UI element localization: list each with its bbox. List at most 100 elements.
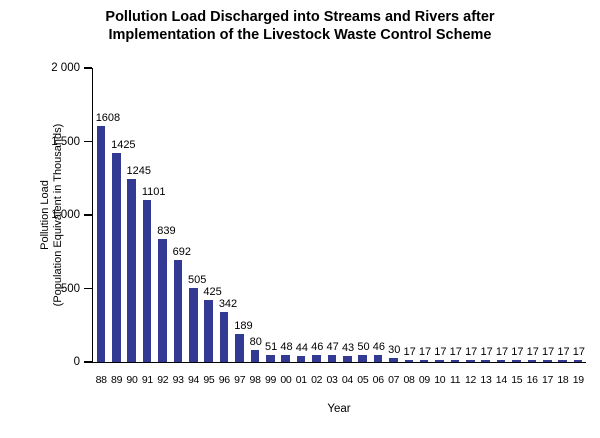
x-tick-label: 90 — [126, 374, 138, 386]
bar-value-label: 1245 — [126, 164, 151, 177]
bar-value-label: 50 — [357, 340, 370, 353]
y-tick-label: 500 — [60, 282, 80, 295]
x-tick-label: 11 — [450, 374, 461, 386]
bar — [435, 359, 444, 362]
x-tick-label: 03 — [326, 374, 338, 386]
x-tick-label: 07 — [388, 374, 400, 386]
bar-value-label: 17 — [480, 345, 493, 358]
x-tick-label: 98 — [249, 374, 261, 386]
x-tick-label: 88 — [95, 374, 107, 386]
bar-value-label: 30 — [388, 343, 401, 356]
x-tick-label: 91 — [141, 374, 153, 386]
y-tick-mark — [84, 361, 92, 363]
bar — [558, 359, 567, 362]
y-tick-label: 1 500 — [51, 135, 80, 148]
bar — [250, 350, 260, 362]
y-tick-mark — [84, 287, 92, 290]
x-tick-label: 14 — [495, 374, 507, 386]
bar — [327, 355, 337, 362]
x-tick-label: 94 — [187, 374, 200, 386]
x-tick-label: 89 — [111, 374, 123, 386]
x-tick-label: 01 — [295, 374, 307, 386]
bar — [112, 152, 121, 362]
y-tick-mark — [84, 67, 92, 69]
bar-value-label: 44 — [295, 341, 309, 354]
bar-value-label: 1101 — [141, 186, 166, 199]
x-tick-label: 10 — [434, 374, 446, 386]
x-axis-title: Year — [327, 403, 351, 415]
bar-value-label: 51 — [264, 340, 278, 353]
bar-value-label: 17 — [511, 345, 524, 358]
x-tick-label: 09 — [418, 374, 430, 386]
bar — [96, 125, 106, 362]
bar — [373, 355, 383, 362]
chart-title-line-2: Implementation of the Livestock Waste Co… — [108, 27, 492, 43]
bar — [127, 178, 137, 362]
x-tick-label: 02 — [311, 374, 323, 386]
bar — [450, 359, 460, 362]
x-tick-label: 18 — [557, 374, 569, 386]
bar-value-label: 48 — [280, 340, 293, 353]
bar-value-label: 692 — [172, 246, 191, 259]
y-tick-label: 1 000 — [51, 209, 80, 221]
x-tick-label: 97 — [234, 374, 246, 386]
bar — [419, 359, 429, 362]
bar-value-label: 17 — [403, 345, 416, 358]
x-tick-label: 05 — [357, 374, 369, 386]
bar-value-label: 46 — [311, 341, 324, 354]
y-tick-mark — [84, 214, 92, 216]
bar-value-label: 17 — [542, 345, 555, 358]
bar — [342, 355, 352, 362]
bar — [481, 359, 491, 362]
x-tick-label: 00 — [280, 374, 292, 386]
bar-value-label: 17 — [418, 345, 432, 358]
bar-value-label: 342 — [218, 297, 238, 310]
chart-title-line-1: Pollution Load Discharged into Streams a… — [105, 9, 495, 25]
x-tick-label: 99 — [264, 374, 277, 386]
bar — [189, 287, 198, 362]
x-tick-label: 96 — [218, 374, 230, 386]
x-tick-label: 19 — [572, 374, 584, 386]
bar-value-label: 47 — [326, 341, 339, 354]
bar — [358, 354, 367, 362]
bar-value-label: 17 — [434, 345, 447, 358]
bar-value-label: 43 — [341, 341, 355, 354]
x-tick-label: 95 — [203, 374, 215, 386]
bar — [235, 334, 244, 362]
bar-value-label: 17 — [526, 345, 539, 358]
bar — [573, 359, 583, 362]
bar — [281, 354, 290, 362]
bar-value-label: 505 — [188, 273, 207, 286]
x-tick-label: 12 — [465, 374, 477, 386]
x-tick-label: 06 — [372, 374, 384, 386]
bar — [543, 359, 552, 362]
bar-value-label: 17 — [449, 345, 462, 358]
bar-value-label: 17 — [495, 345, 509, 358]
bar — [158, 238, 167, 362]
y-tick-label: 0 — [73, 356, 80, 368]
bar — [496, 359, 506, 362]
bar — [204, 299, 214, 362]
bar-value-label: 17 — [572, 345, 586, 358]
x-tick-label: 16 — [526, 374, 538, 386]
x-tick-label: 17 — [541, 374, 554, 386]
x-tick-label: 08 — [403, 374, 415, 386]
x-tick-label: 15 — [511, 374, 523, 386]
bar — [512, 359, 521, 362]
bar-value-label: 80 — [249, 336, 262, 349]
bar-value-label: 1425 — [111, 138, 136, 151]
bar — [312, 355, 321, 362]
bar — [404, 359, 414, 362]
bar — [389, 357, 398, 362]
bar — [219, 311, 229, 362]
bar — [296, 355, 306, 362]
x-tick-label: 93 — [172, 374, 184, 386]
y-tick-mark — [84, 140, 92, 143]
bar — [265, 354, 275, 362]
bar-value-label: 17 — [465, 345, 478, 358]
bar-value-label: 425 — [203, 285, 222, 298]
x-tick-label: 04 — [341, 374, 353, 386]
bar — [527, 359, 537, 362]
bar-value-label: 839 — [157, 224, 176, 237]
